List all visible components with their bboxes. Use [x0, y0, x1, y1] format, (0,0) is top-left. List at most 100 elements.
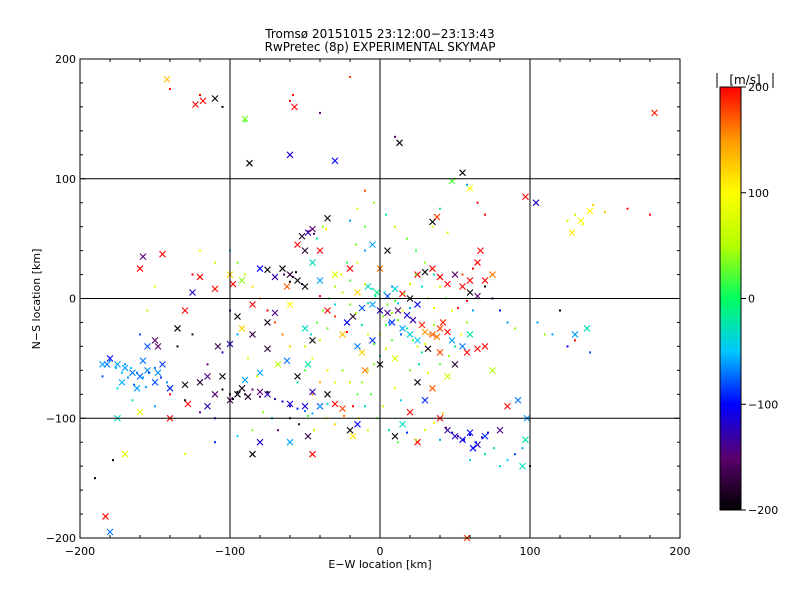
data-point-x — [384, 247, 391, 254]
chart-subtitle: RwPretec (8p) EXPERIMENTAL SKYMAP — [265, 40, 496, 54]
data-point-dot — [472, 267, 474, 270]
data-point-x — [151, 378, 159, 386]
data-point-dot — [373, 343, 375, 346]
data-point-dot — [544, 333, 546, 336]
data-point-x — [211, 285, 219, 293]
data-point-dot — [469, 459, 471, 462]
data-point-x — [399, 290, 406, 298]
data-point-dot — [466, 321, 468, 324]
data-point-x — [489, 366, 496, 374]
data-point-dot — [148, 371, 150, 374]
data-point-dot — [506, 459, 509, 462]
data-point-dot — [236, 435, 239, 438]
data-point-dot — [236, 333, 239, 336]
data-point-dot — [313, 232, 315, 235]
data-point-dot — [391, 339, 393, 342]
data-point-dot — [386, 303, 389, 306]
data-point-dot — [316, 321, 318, 324]
data-point-x — [577, 217, 585, 225]
data-point-dot — [169, 87, 171, 90]
data-point-dot — [311, 357, 314, 360]
data-point-dot — [499, 465, 501, 468]
data-point-x — [414, 271, 421, 278]
plot-frame — [79, 58, 681, 539]
data-point-dot — [373, 201, 375, 204]
data-point-x — [418, 321, 426, 329]
data-point-dot — [221, 388, 224, 391]
data-point-dot — [457, 435, 459, 438]
data-point-dot — [115, 366, 117, 369]
data-point-x — [474, 259, 481, 266]
data-point-dot — [319, 405, 321, 408]
data-point-x — [241, 115, 249, 123]
data-point-dot — [296, 381, 299, 384]
data-point-x — [181, 307, 189, 314]
data-point-x — [451, 360, 459, 368]
data-point-x — [166, 384, 174, 392]
data-point-x — [271, 309, 279, 317]
data-point-dot — [463, 438, 465, 441]
data-point-x — [583, 325, 591, 332]
data-point-x — [384, 309, 391, 317]
data-point-x — [309, 337, 316, 344]
data-point-dot — [385, 347, 387, 350]
data-point-dot — [442, 412, 444, 415]
data-point-dot — [484, 453, 486, 456]
data-point-dot — [289, 405, 291, 408]
data-point-x — [532, 199, 540, 207]
data-point-x — [361, 366, 369, 374]
data-point-x — [522, 193, 529, 201]
data-point-x — [309, 225, 316, 233]
data-point-dot — [506, 321, 509, 324]
data-point-x — [294, 241, 301, 249]
x-tick-labels: −200 −100 0 100 200 — [65, 545, 691, 558]
data-point-x — [339, 331, 346, 338]
data-point-x — [391, 432, 399, 440]
data-point-dot — [283, 273, 285, 276]
data-point-dot — [311, 412, 314, 415]
colorbar-tick-label: 0 — [748, 293, 755, 306]
data-point-x — [369, 241, 376, 249]
data-point-x — [144, 343, 151, 350]
data-point-dot — [356, 393, 359, 396]
data-point-dot — [397, 302, 399, 305]
data-point-x — [301, 402, 309, 410]
data-point-dot — [334, 381, 336, 384]
data-point-dot — [214, 261, 216, 264]
data-point-x — [286, 400, 294, 408]
data-point-x — [403, 311, 411, 319]
data-point-x — [354, 289, 361, 296]
data-point-x — [196, 273, 204, 281]
data-point-dot — [428, 333, 431, 336]
data-point-dot — [364, 405, 366, 408]
data-point-dot — [326, 327, 329, 330]
data-point-dot — [116, 387, 119, 390]
data-point-x — [151, 337, 159, 344]
data-point-x — [451, 271, 459, 278]
data-point-dot — [367, 369, 369, 372]
data-point-dot — [521, 447, 524, 450]
data-point-dot — [304, 410, 306, 413]
colorbar: [m/s] 200 100 0 −100 −200 — [716, 73, 778, 517]
data-point-dot — [199, 249, 201, 252]
data-point-x — [283, 283, 291, 290]
data-point-dot — [322, 309, 324, 312]
data-point-x — [391, 354, 399, 362]
data-point-x — [444, 280, 451, 288]
data-point-dot — [298, 423, 300, 426]
data-point-x — [249, 331, 256, 338]
data-point-x — [399, 325, 406, 332]
data-point-x — [199, 97, 207, 105]
data-point-x — [249, 301, 256, 308]
data-point-x — [301, 325, 309, 332]
data-point-x — [249, 450, 256, 458]
data-point-dot — [311, 393, 314, 396]
data-point-dot — [304, 345, 306, 348]
data-point-x — [429, 331, 436, 338]
data-point-x — [163, 75, 171, 83]
data-point-dot — [412, 339, 414, 342]
data-point-dot — [439, 438, 441, 441]
data-point-dot — [364, 249, 366, 252]
data-point-x — [448, 337, 456, 344]
data-point-dot — [341, 291, 344, 294]
